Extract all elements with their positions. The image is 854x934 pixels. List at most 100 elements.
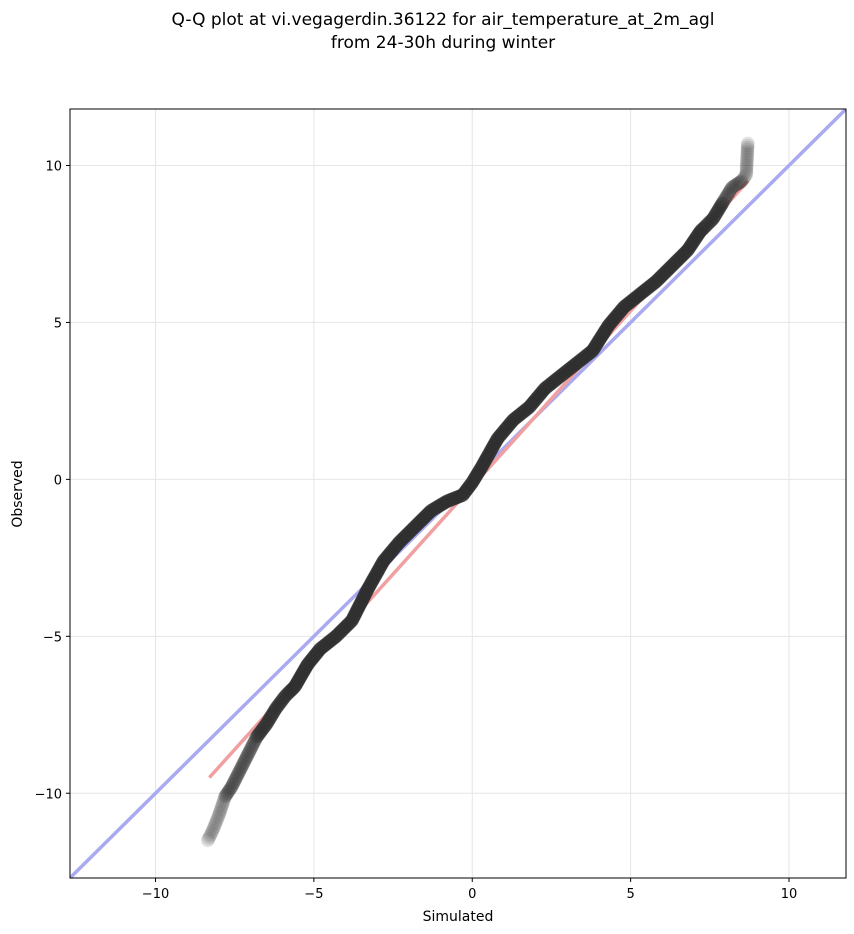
quantile-point	[203, 827, 218, 842]
quantile-point	[740, 142, 755, 157]
quantile-point	[240, 749, 254, 764]
quantile-point	[249, 731, 263, 746]
quantile-point	[213, 802, 228, 817]
quantile-point	[211, 810, 225, 825]
quantile-point	[240, 747, 255, 762]
quantile-point	[207, 820, 222, 834]
quantile-point	[210, 812, 225, 827]
y-tick-label-1: −5	[43, 630, 62, 645]
quantile-point	[717, 192, 732, 207]
quantile-point	[252, 726, 267, 741]
quantile-point	[725, 180, 739, 195]
quantile-point	[739, 166, 754, 180]
quantile-point	[718, 191, 733, 205]
quantile-point	[716, 194, 731, 209]
quantile-point	[738, 169, 752, 184]
quantile-point	[200, 833, 215, 848]
quantile-point	[227, 774, 242, 789]
quantile-point	[264, 708, 279, 723]
quantile-point	[708, 208, 722, 223]
quantile-point	[740, 154, 754, 169]
quantile-point	[228, 772, 243, 787]
quantile-point	[253, 725, 268, 739]
quantile-point	[233, 762, 248, 776]
chart-title: Q-Q plot at vi.vegagerdin.36122 for air_…	[171, 10, 714, 53]
quantile-point	[245, 738, 260, 753]
quantile-point	[239, 751, 253, 766]
quantile-point	[740, 136, 755, 151]
chart-title-line-2: from 24-30h during winter	[331, 33, 555, 53]
quantile-point	[230, 769, 244, 784]
quantile-point	[257, 720, 271, 735]
quantile-point	[712, 201, 727, 216]
quantile-point	[740, 146, 755, 161]
quantile-point	[719, 189, 734, 204]
quantile-point	[238, 753, 253, 767]
quantile-point	[734, 174, 749, 189]
quantile-point	[223, 781, 238, 796]
y-axis-label: Observed	[10, 460, 26, 527]
quantile-point	[232, 763, 247, 778]
quantile-points	[200, 136, 755, 848]
quantile-point	[732, 175, 747, 190]
quantile-point	[204, 825, 219, 840]
quantile-point	[222, 783, 237, 798]
quantile-point	[236, 756, 251, 771]
quantile-point	[219, 787, 234, 802]
quantile-point	[270, 700, 284, 714]
quantile-point	[263, 710, 278, 725]
quantile-point	[726, 179, 741, 194]
quantile-point	[736, 171, 751, 185]
quantile-point	[740, 138, 755, 153]
quantile-point	[267, 703, 282, 718]
quantile-point	[214, 800, 229, 815]
quantile-point	[211, 808, 226, 823]
quantile-point	[208, 816, 223, 830]
quantile-point	[217, 791, 232, 806]
quantile-point	[255, 722, 270, 736]
quantile-point	[243, 742, 258, 757]
quantile-point	[724, 182, 738, 197]
quantile-point	[225, 778, 240, 793]
quantile-point	[221, 784, 236, 799]
quantile-point	[234, 760, 249, 775]
quantile-point	[246, 737, 261, 751]
quantile-point	[261, 713, 276, 728]
quantile-point	[249, 729, 264, 744]
quantile-point	[729, 177, 744, 192]
quantile-point	[731, 176, 746, 191]
quantile-point	[218, 789, 233, 804]
quantile-point	[714, 198, 729, 212]
quantile-point	[739, 160, 754, 174]
quantile-point	[709, 206, 724, 221]
quantile-point	[247, 735, 262, 750]
quantile-point	[739, 164, 754, 178]
quantile-point	[205, 824, 220, 838]
y-tick-label-3: 5	[54, 316, 62, 331]
quantile-point	[217, 793, 231, 808]
quantile-point	[713, 199, 728, 214]
quantile-point	[701, 216, 716, 230]
quantile-point	[235, 758, 250, 773]
quantile-point	[739, 168, 754, 182]
quantile-point	[262, 712, 277, 726]
quantile-point	[722, 184, 737, 198]
quantile-point	[209, 814, 224, 829]
quantile-point	[201, 831, 216, 846]
quantile-point	[244, 740, 259, 755]
x-tick-label-3: 5	[626, 887, 634, 902]
quantile-point	[272, 696, 287, 711]
quantile-point	[697, 220, 712, 235]
quantile-point	[224, 780, 239, 794]
quantile-point	[739, 156, 754, 171]
quantile-point	[215, 797, 230, 811]
quantile-point	[740, 150, 755, 165]
plot-frame	[69, 108, 847, 879]
quantile-point	[699, 218, 713, 233]
quantile-point	[230, 767, 245, 782]
quantile-point	[268, 701, 283, 716]
quantile-point	[229, 771, 243, 785]
quantile-point	[274, 693, 289, 708]
quantile-point	[740, 148, 755, 163]
